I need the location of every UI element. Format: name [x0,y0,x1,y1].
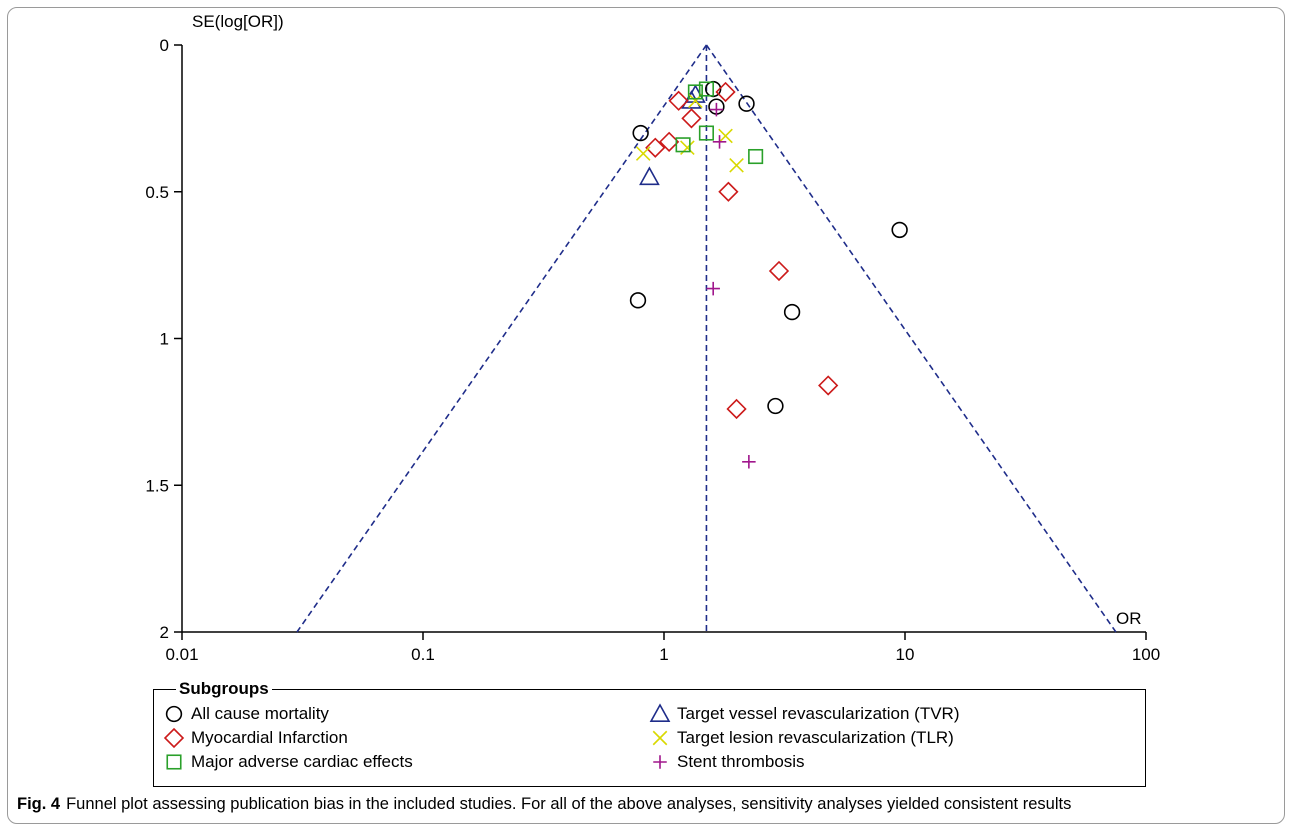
point-major-adverse-cardiac-effects-square [748,148,764,165]
x-tick-label: 1 [659,645,668,664]
point-myocardial-infarction-diamond [715,81,736,103]
point-stent-thrombosis-plus [712,135,727,149]
point-all-cause-mortality-circle [738,95,755,112]
plus-marker-icon [653,755,667,769]
funnel-plot: 0 0.5 1 1.5 2 0.01 0.1 1 10 100 SE(log[OR]) OR [145,12,1160,664]
point-all-cause-mortality-circle [632,124,649,142]
point-target-vessel-revascularization-tvr-triangle [639,166,660,186]
point-stent-thrombosis-plus [742,455,756,469]
point-myocardial-infarction-diamond [818,375,839,396]
legend-item: Stent thrombosis [648,750,805,774]
legend-label: Myocardial Infarction [191,728,348,747]
legend-title: Subgroups [176,679,272,699]
point-myocardial-infarction-diamond [658,131,680,152]
point-myocardial-infarction-diamond [718,181,739,202]
funnel-left-line [296,44,708,633]
funnel-right-line [705,44,1117,633]
y-tick-label: 0 [160,36,169,55]
x-tick-label: 0.1 [411,645,435,664]
legend-marker [653,755,667,769]
caption-text: Funnel plot assessing publication bias i… [66,795,1072,813]
legend-marker [166,754,182,770]
figure-label: Fig. 4 [17,795,61,813]
point-target-lesion-revascularization-tlr-x [718,128,733,144]
point-major-adverse-cardiac-effects-square [698,81,714,97]
point-myocardial-infarction-diamond [645,137,666,158]
y-tick-label: 2 [160,623,169,642]
x-marker-icon [652,730,668,746]
figure-caption: Fig. 4 Funnel plot assessing publication … [17,794,1071,814]
point-all-cause-mortality-circle [783,303,801,321]
tick-labels: 0 0.5 1 1.5 2 0.01 0.1 1 10 100 [145,36,1160,664]
point-myocardial-infarction-diamond [668,90,689,111]
y-tick-label: 0.5 [145,183,169,202]
square-marker-icon [166,754,182,770]
legend-item: All cause mortality [162,702,329,726]
point-stent-thrombosis-plus [706,281,720,296]
legend-label: Major adverse cardiac effects [191,752,413,771]
point-target-lesion-revascularization-tlr-x [635,146,651,161]
funnel-lines [296,44,1117,633]
legend-item: Target lesion revascularization (TLR) [648,726,954,750]
legend: Subgroups All cause mortality Target vess… [153,679,1146,787]
legend-label: Target lesion revascularization (TLR) [677,728,954,747]
circle-marker-icon [165,705,183,723]
x-tick-label: 10 [896,645,915,664]
legend-label: Target vessel revascularization (TVR) [677,704,960,723]
data-points [629,80,908,469]
point-myocardial-infarction-diamond [681,108,702,129]
triangle-marker-icon [649,703,671,723]
x-tick-label: 100 [1132,645,1160,664]
point-major-adverse-cardiac-effects-square [687,84,703,100]
legend-label: All cause mortality [191,704,329,723]
point-myocardial-infarction-diamond [726,398,747,420]
y-tick-label: 1 [160,330,169,349]
x-axis-label: OR [1116,609,1142,628]
legend-label: Stent thrombosis [677,752,805,771]
legend-item: Target vessel revascularization (TVR) [648,702,959,726]
point-all-cause-mortality-circle [629,292,647,309]
y-tick-label: 1.5 [145,476,169,495]
legend-marker [649,703,671,723]
axes [174,44,1147,640]
point-major-adverse-cardiac-effects-square [675,137,691,153]
legend-item: Major adverse cardiac effects [162,750,413,774]
figure-frame [7,7,1285,824]
diamond-marker-icon [163,727,185,749]
point-myocardial-infarction-diamond [768,260,790,282]
legend-item: Myocardial Infarction [162,726,348,750]
point-all-cause-mortality-circle [891,221,908,239]
point-stent-thrombosis-plus [709,102,724,117]
point-target-lesion-revascularization-tlr-x [729,158,744,173]
legend-marker [165,705,183,723]
point-all-cause-mortality-circle [767,397,784,415]
y-axis-label: SE(log[OR]) [192,12,284,31]
legend-marker [652,730,668,746]
legend-marker [163,727,185,749]
x-tick-label: 0.01 [165,645,198,664]
point-major-adverse-cardiac-effects-square [698,125,714,141]
point-target-lesion-revascularization-tlr-x [680,140,695,156]
